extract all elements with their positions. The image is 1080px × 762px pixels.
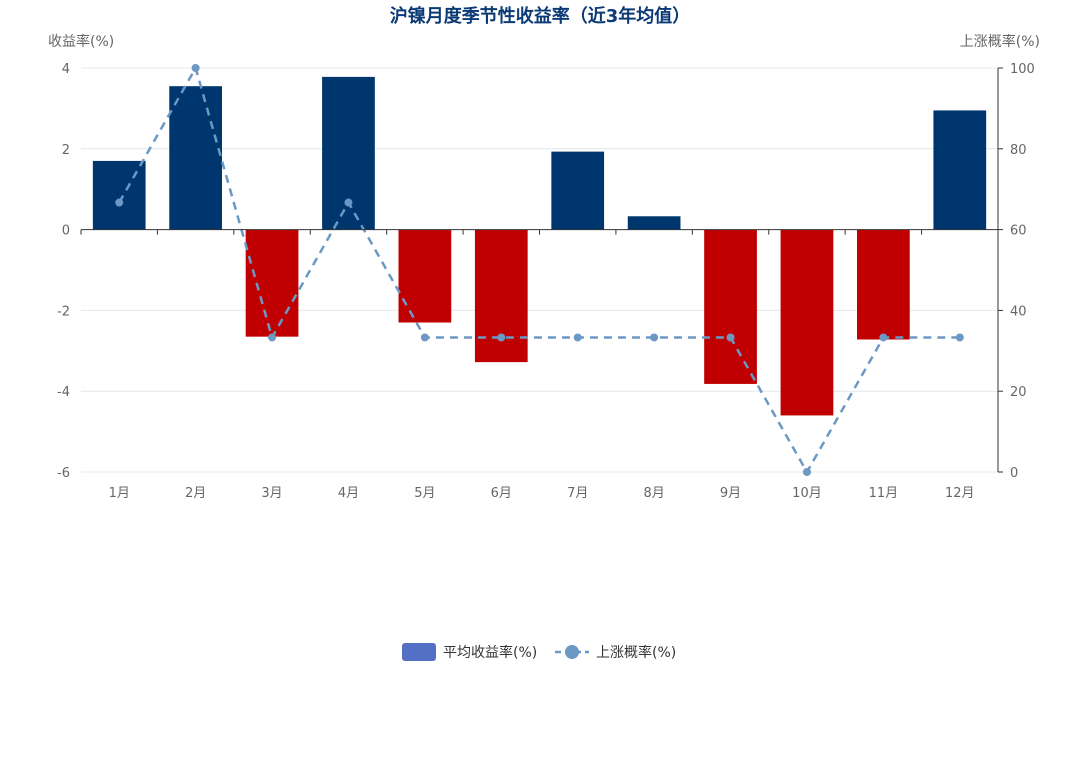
bar	[169, 86, 222, 230]
legend-bar-swatch	[402, 643, 436, 661]
left-axis-tick-label: 2	[62, 143, 70, 158]
line-series	[115, 64, 964, 476]
bar	[92, 160, 146, 230]
probability-point	[573, 333, 582, 342]
probability-point	[650, 333, 659, 342]
x-axis-tick-label: 8月	[643, 486, 664, 501]
x-axis-tick-label: 6月	[491, 486, 512, 501]
left-axis-tick-label: -4	[57, 385, 70, 400]
right-axis-tick-label: 100	[1010, 62, 1035, 77]
x-axis-tick-label: 10月	[792, 486, 822, 501]
grid	[81, 67, 998, 473]
left-axis-title: 收益率(%)	[48, 33, 114, 50]
left-axis-tick-label: 4	[62, 62, 70, 77]
probability-point	[726, 333, 735, 342]
right-axis-tick-label: 60	[1010, 224, 1027, 239]
bar-series	[92, 76, 987, 416]
legend: 平均收益率(%) 上涨概率(%)	[402, 643, 676, 661]
bar	[322, 76, 375, 230]
bar	[857, 229, 910, 340]
right-axis-title: 上涨概率(%)	[960, 33, 1040, 50]
right-axis-tick-label: 20	[1010, 385, 1027, 400]
left-axis-tick-label: -6	[57, 466, 70, 481]
bar	[627, 216, 681, 230]
legend-item-line[interactable]: 上涨概率(%)	[555, 644, 676, 661]
x-axis-tick-label: 4月	[338, 486, 359, 501]
x-axis-tick-label: 11月	[869, 486, 899, 501]
probability-point	[115, 198, 124, 207]
right-axis-tick-label: 40	[1010, 304, 1027, 319]
legend-item-bar[interactable]: 平均收益率(%)	[402, 643, 537, 661]
x-axis-tick-label: 3月	[261, 486, 282, 501]
x-axis-tick-label: 9月	[720, 486, 741, 501]
x-axis-tick-label: 12月	[945, 486, 975, 501]
x-axis-tick-label: 2月	[185, 486, 206, 501]
bar	[780, 229, 834, 416]
probability-point	[497, 333, 506, 342]
bar	[245, 229, 299, 337]
chart-title: 沪镍月度季节性收益率（近3年均值）	[390, 5, 691, 27]
probability-point	[344, 198, 353, 207]
bar	[933, 110, 987, 230]
probability-point	[879, 333, 888, 342]
bar	[551, 151, 605, 230]
left-axis-tick-label: -2	[57, 304, 70, 319]
probability-point	[802, 468, 811, 476]
left-axis-tick-label: 0	[62, 224, 70, 239]
probability-line	[118, 64, 960, 475]
x-axis-tick-label: 7月	[567, 486, 588, 501]
x-axis-tick-label: 5月	[414, 486, 435, 501]
legend-bar-label: 平均收益率(%)	[443, 644, 537, 661]
legend-line-label: 上涨概率(%)	[596, 644, 676, 661]
probability-point	[420, 333, 429, 342]
right-axis-tick-label: 0	[1010, 466, 1018, 481]
legend-line-marker	[565, 645, 579, 659]
bar	[474, 229, 528, 363]
x-axis-tick-label: 1月	[109, 486, 130, 501]
probability-point	[955, 333, 964, 342]
right-axis-tick-label: 80	[1010, 143, 1027, 158]
probability-point	[191, 64, 200, 72]
bar	[704, 229, 757, 384]
bar	[398, 229, 452, 323]
probability-point	[268, 333, 277, 342]
